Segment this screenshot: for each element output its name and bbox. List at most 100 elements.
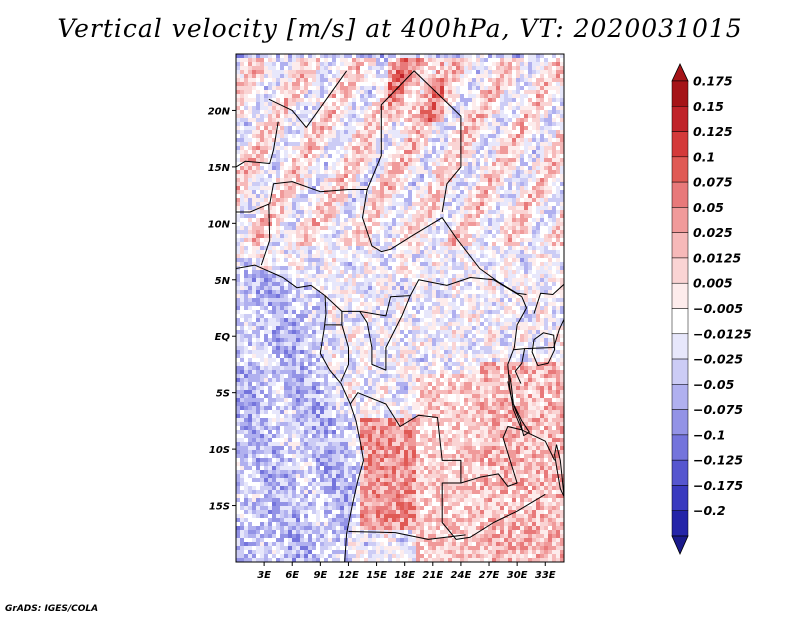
field-cell [436,274,440,278]
field-cell [340,254,344,258]
field-cell [324,270,328,274]
field-cell [416,290,420,294]
field-cell [508,230,512,234]
field-cell [316,250,320,254]
field-cell [468,170,472,174]
field-cell [556,254,560,258]
field-cell [240,130,244,134]
field-cell [480,170,484,174]
field-cell [376,282,380,286]
field-cell [404,166,408,170]
field-cell [404,254,408,258]
field-cell [472,158,476,162]
field-cell [548,150,552,154]
field-cell [388,82,392,86]
field-cell [384,194,388,198]
field-cell [448,194,452,198]
field-cell [344,134,348,138]
field-cell [424,174,428,178]
field-cell [252,174,256,178]
field-cell [272,66,276,70]
field-cell [336,62,340,66]
field-cell [328,254,332,258]
field-cell [436,142,440,146]
field-cell [312,86,316,90]
field-cell [508,94,512,98]
field-cell [500,162,504,166]
field-cell [452,66,456,70]
field-cell [312,186,316,190]
field-cell [316,238,320,242]
field-cell [340,170,344,174]
field-cell [336,202,340,206]
field-cell [248,170,252,174]
field-cell [288,154,292,158]
field-cell [260,90,264,94]
field-cell [396,282,400,286]
field-cell [264,258,268,262]
field-cell [380,266,384,270]
field-cell [528,266,532,270]
field-cell [480,206,484,210]
field-cell [512,86,516,90]
field-cell [472,110,476,114]
field-cell [448,106,452,110]
field-cell [288,270,292,274]
field-cell [468,194,472,198]
field-cell [368,222,372,226]
field-cell [284,230,288,234]
field-cell [548,278,552,282]
field-cell [280,94,284,98]
field-cell [400,266,404,270]
field-cell [432,170,436,174]
field-cell [400,174,404,178]
field-cell [520,86,524,90]
field-cell [328,262,332,266]
field-cell [312,106,316,110]
field-cell [420,114,424,118]
field-cell [388,146,392,150]
field-cell [288,54,292,58]
field-cell [308,166,312,170]
field-cell [384,278,388,282]
field-cell [516,290,520,294]
field-cell [412,166,416,170]
field-cell [496,182,500,186]
field-cell [384,134,388,138]
field-cell [444,170,448,174]
field-cell [368,274,372,278]
field-cell [328,246,332,250]
field-cell [396,54,400,58]
field-cell [516,122,520,126]
field-cell [328,66,332,70]
field-cell [248,262,252,266]
field-cell [400,126,404,130]
field-cell [488,110,492,114]
field-cell [276,202,280,206]
field-cell [312,170,316,174]
field-cell [556,282,560,286]
field-cell [332,150,336,154]
field-cell [440,278,444,282]
field-cell [324,210,328,214]
field-cell [336,162,340,166]
field-cell [536,206,540,210]
field-cell [384,214,388,218]
field-cell [368,210,372,214]
field-cell [480,78,484,82]
field-cell [536,234,540,238]
field-cell [416,234,420,238]
field-cell [404,142,408,146]
field-cell [236,242,240,246]
field-cell [472,182,476,186]
field-cell [404,286,408,290]
field-cell [488,238,492,242]
field-cell [396,234,400,238]
field-cell [440,90,444,94]
field-cell [444,90,448,94]
field-cell [512,186,516,190]
field-cell [308,58,312,62]
field-cell [276,82,280,86]
field-cell [432,166,436,170]
field-cell [548,110,552,114]
